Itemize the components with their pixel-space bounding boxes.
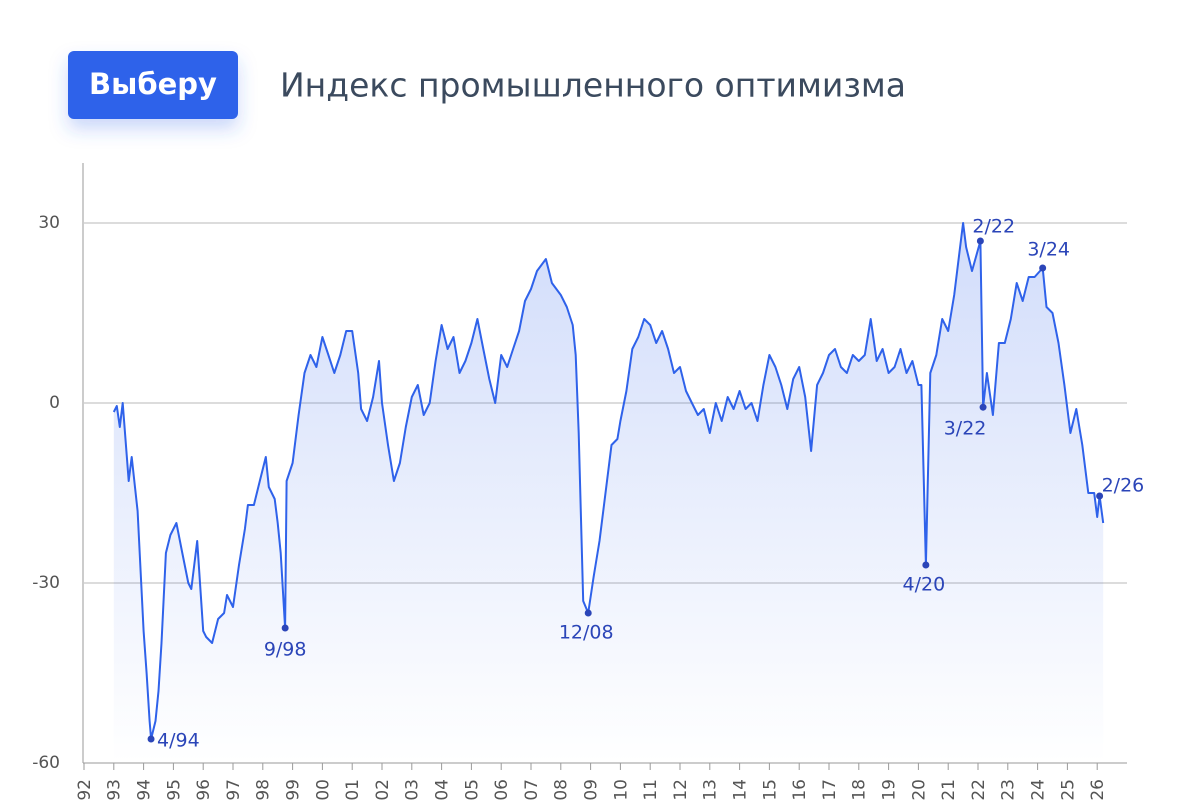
annotation-point [1096, 492, 1104, 500]
annotation-label: 9/98 [264, 639, 307, 661]
x-tick-label: 04 [433, 779, 453, 800]
y-tick-label: 0 [49, 393, 60, 413]
annotation-label: 4/20 [903, 574, 946, 596]
annotation-label: 2/22 [972, 216, 1015, 238]
logo-badge [68, 51, 238, 119]
annotation-label: 3/22 [944, 418, 987, 440]
annotation-point [584, 609, 592, 617]
annotation-label: 3/24 [1027, 239, 1070, 261]
annotation-label: 4/94 [157, 730, 200, 752]
x-tick-label: 95 [164, 779, 184, 800]
x-tick-label: 19 [880, 779, 900, 800]
y-tick-label: 30 [38, 213, 60, 233]
area [113, 223, 1104, 763]
x-tick-label: 05 [462, 779, 482, 800]
x-tick-label: 00 [313, 779, 333, 800]
x-tick-label: 21 [939, 779, 959, 800]
annotation-point [979, 403, 987, 411]
annotation-point [281, 624, 289, 632]
x-tick-label: 97 [224, 779, 244, 800]
x-tick-label: 06 [492, 779, 512, 800]
x-tick-label: 93 [105, 779, 125, 800]
x-tick-label: 18 [850, 779, 870, 800]
x-tick-label: 13 [701, 779, 721, 800]
annotation-point [1039, 264, 1047, 272]
x-tick-label: 08 [552, 779, 572, 800]
x-tick-label: 26 [1088, 779, 1108, 800]
annotation-point [922, 561, 930, 569]
x-tick-label: 11 [641, 779, 661, 800]
x-tick-label: 01 [343, 779, 363, 800]
x-tick-label: 07 [522, 779, 542, 800]
x-tick-label: 16 [790, 779, 810, 800]
logo: Выберу [89, 67, 217, 101]
x-tick-label: 12 [671, 779, 691, 800]
x-tick-label: 99 [284, 779, 304, 800]
x-tick-label: 92 [75, 779, 95, 800]
x-tick-label: 20 [909, 779, 929, 800]
x-tick-label: 94 [135, 779, 155, 800]
x-tick-label: 14 [731, 779, 751, 800]
x-tick-label: 25 [1058, 779, 1078, 800]
x-tick-label: 17 [820, 779, 840, 800]
x-tick-label: 22 [969, 779, 989, 800]
x-tick-label: 02 [373, 779, 393, 800]
chart-title: Индекс промышленного оптимизма [280, 66, 906, 105]
x-tick-label: 24 [1029, 779, 1049, 800]
x-tick-label: 98 [254, 779, 274, 800]
x-tick-label: 15 [760, 779, 780, 800]
x-tick-label: 96 [194, 779, 214, 800]
annotation-label: 12/08 [559, 622, 614, 644]
x-tick-label: 09 [582, 779, 602, 800]
annotation-point [147, 735, 155, 743]
annotation-point [976, 237, 984, 245]
x-tick-label: 23 [999, 779, 1019, 800]
x-tick-label: 10 [611, 779, 631, 800]
x-tick-label: 03 [403, 779, 423, 800]
annotation-label: 2/26 [1102, 475, 1145, 497]
y-tick-label: -60 [32, 753, 60, 773]
y-tick-label: -30 [32, 573, 60, 593]
